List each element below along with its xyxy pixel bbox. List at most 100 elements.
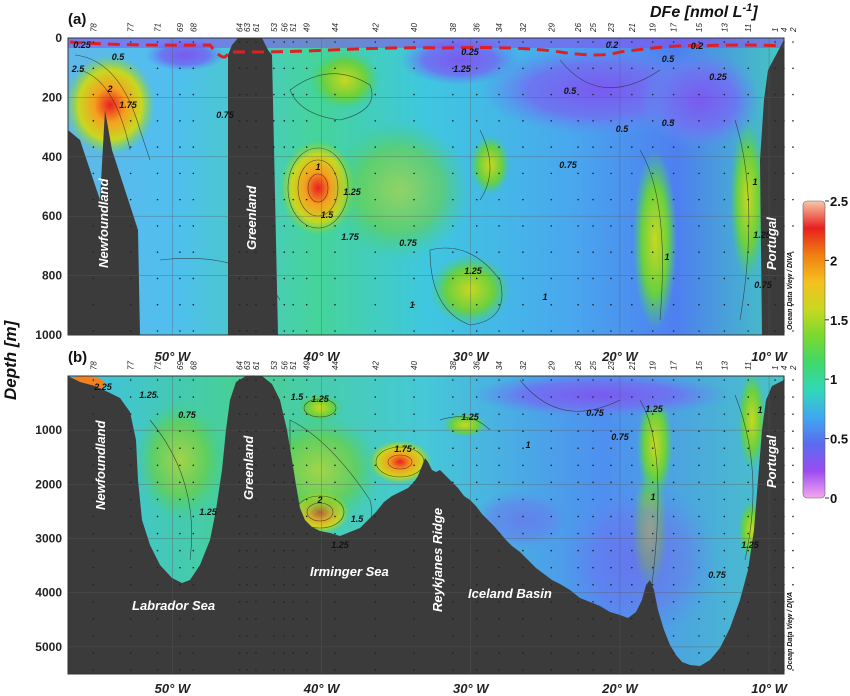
sample-dot [129, 93, 132, 96]
sample-dot [550, 600, 553, 603]
sample-dot [550, 67, 553, 70]
sample-dot [651, 481, 654, 484]
sample-dot [592, 583, 594, 586]
sample-dot [273, 277, 275, 280]
sample-dot [192, 583, 195, 586]
sample-dot [475, 277, 478, 280]
sample-dot [792, 93, 794, 96]
sample-dot [283, 277, 286, 280]
sample-dot [192, 566, 195, 569]
sample-dot [452, 515, 454, 518]
contour-label: 1.75 [341, 232, 360, 242]
sample-dot [255, 93, 257, 96]
sample-dot [238, 652, 241, 654]
sample-dot [374, 549, 377, 552]
contour-label: 0.5 [662, 54, 676, 64]
sample-dot [179, 498, 181, 501]
sample-dot [179, 515, 181, 518]
sample-dot [92, 515, 95, 518]
sample-dot [192, 669, 195, 671]
sample-dot [550, 172, 553, 175]
sample-dot [672, 198, 675, 201]
sample-dot [747, 303, 749, 306]
sample-dot [723, 464, 726, 467]
sample-dot [129, 583, 132, 586]
sample-dot [522, 396, 524, 398]
sample-dot [92, 447, 95, 450]
sample-dot [283, 413, 286, 415]
colorbar-tick-label: 0 [830, 491, 837, 506]
sample-dot [179, 198, 181, 201]
sample-dot [592, 146, 594, 148]
sample-dot [129, 379, 132, 381]
sample-dot [610, 515, 612, 518]
station-label: 68 [189, 23, 198, 32]
sample-dot [238, 67, 241, 70]
sample-dot [179, 396, 181, 398]
sample-dot [246, 146, 248, 148]
sample-dot [156, 172, 159, 175]
sample-dot [792, 583, 794, 586]
sample-dot [413, 498, 415, 501]
sample-dot [273, 93, 275, 96]
sample-dot [452, 481, 454, 484]
station-label: 17 [670, 361, 679, 370]
contour-label: 1.25 [461, 412, 480, 422]
sample-dot [522, 430, 524, 432]
sample-dot [651, 498, 654, 501]
x-tick-label: 50° W [155, 349, 192, 364]
sample-dot [651, 67, 654, 70]
sample-dot [255, 225, 257, 227]
sample-dot [610, 172, 612, 175]
sample-dot [672, 146, 675, 148]
station-label: 40 [410, 361, 419, 370]
contour-label: 0.75 [611, 432, 630, 442]
sample-dot [747, 413, 749, 415]
sample-dot [592, 251, 594, 253]
sample-dot [334, 652, 336, 654]
sample-dot [374, 330, 377, 332]
sample-dot [413, 583, 415, 586]
sample-dot [631, 669, 633, 671]
sample-dot [723, 583, 726, 586]
station-label: 77 [127, 361, 136, 370]
sample-dot [305, 549, 308, 552]
sample-dot [292, 600, 295, 603]
sample-dot [246, 532, 248, 535]
sample-dot [413, 146, 415, 148]
sample-dot [610, 447, 612, 450]
sample-dot [522, 635, 524, 637]
sample-dot [550, 396, 553, 398]
sample-dot [475, 618, 478, 620]
sample-dot [334, 600, 336, 603]
contour-label: 1.25 [199, 507, 218, 517]
sample-dot [92, 635, 95, 637]
sample-dot [179, 583, 181, 586]
sample-dot [192, 481, 195, 484]
sample-dot [747, 566, 749, 569]
sample-dot [283, 618, 286, 620]
station-label: 71 [154, 361, 163, 370]
sample-dot [550, 532, 553, 535]
x-tick-label: 10° W [751, 681, 788, 696]
sample-dot [774, 198, 776, 201]
sample-dot [255, 549, 257, 552]
sample-dot [592, 600, 594, 603]
sample-dot [698, 120, 700, 122]
sample-dot [413, 379, 415, 381]
sample-dot [334, 67, 336, 70]
sample-dot [273, 566, 275, 569]
sample-dot [610, 330, 612, 332]
sample-dot [238, 566, 241, 569]
sample-dot [550, 669, 553, 671]
sample-dot [698, 303, 700, 306]
sample-dot [672, 618, 675, 620]
sample-dot [179, 618, 181, 620]
sample-dot [305, 430, 308, 432]
sample-dot [698, 583, 700, 586]
sample-dot [156, 67, 159, 70]
sample-dot [273, 396, 275, 398]
sample-dot [792, 618, 794, 620]
sample-dot [723, 669, 726, 671]
sample-dot [129, 251, 132, 253]
